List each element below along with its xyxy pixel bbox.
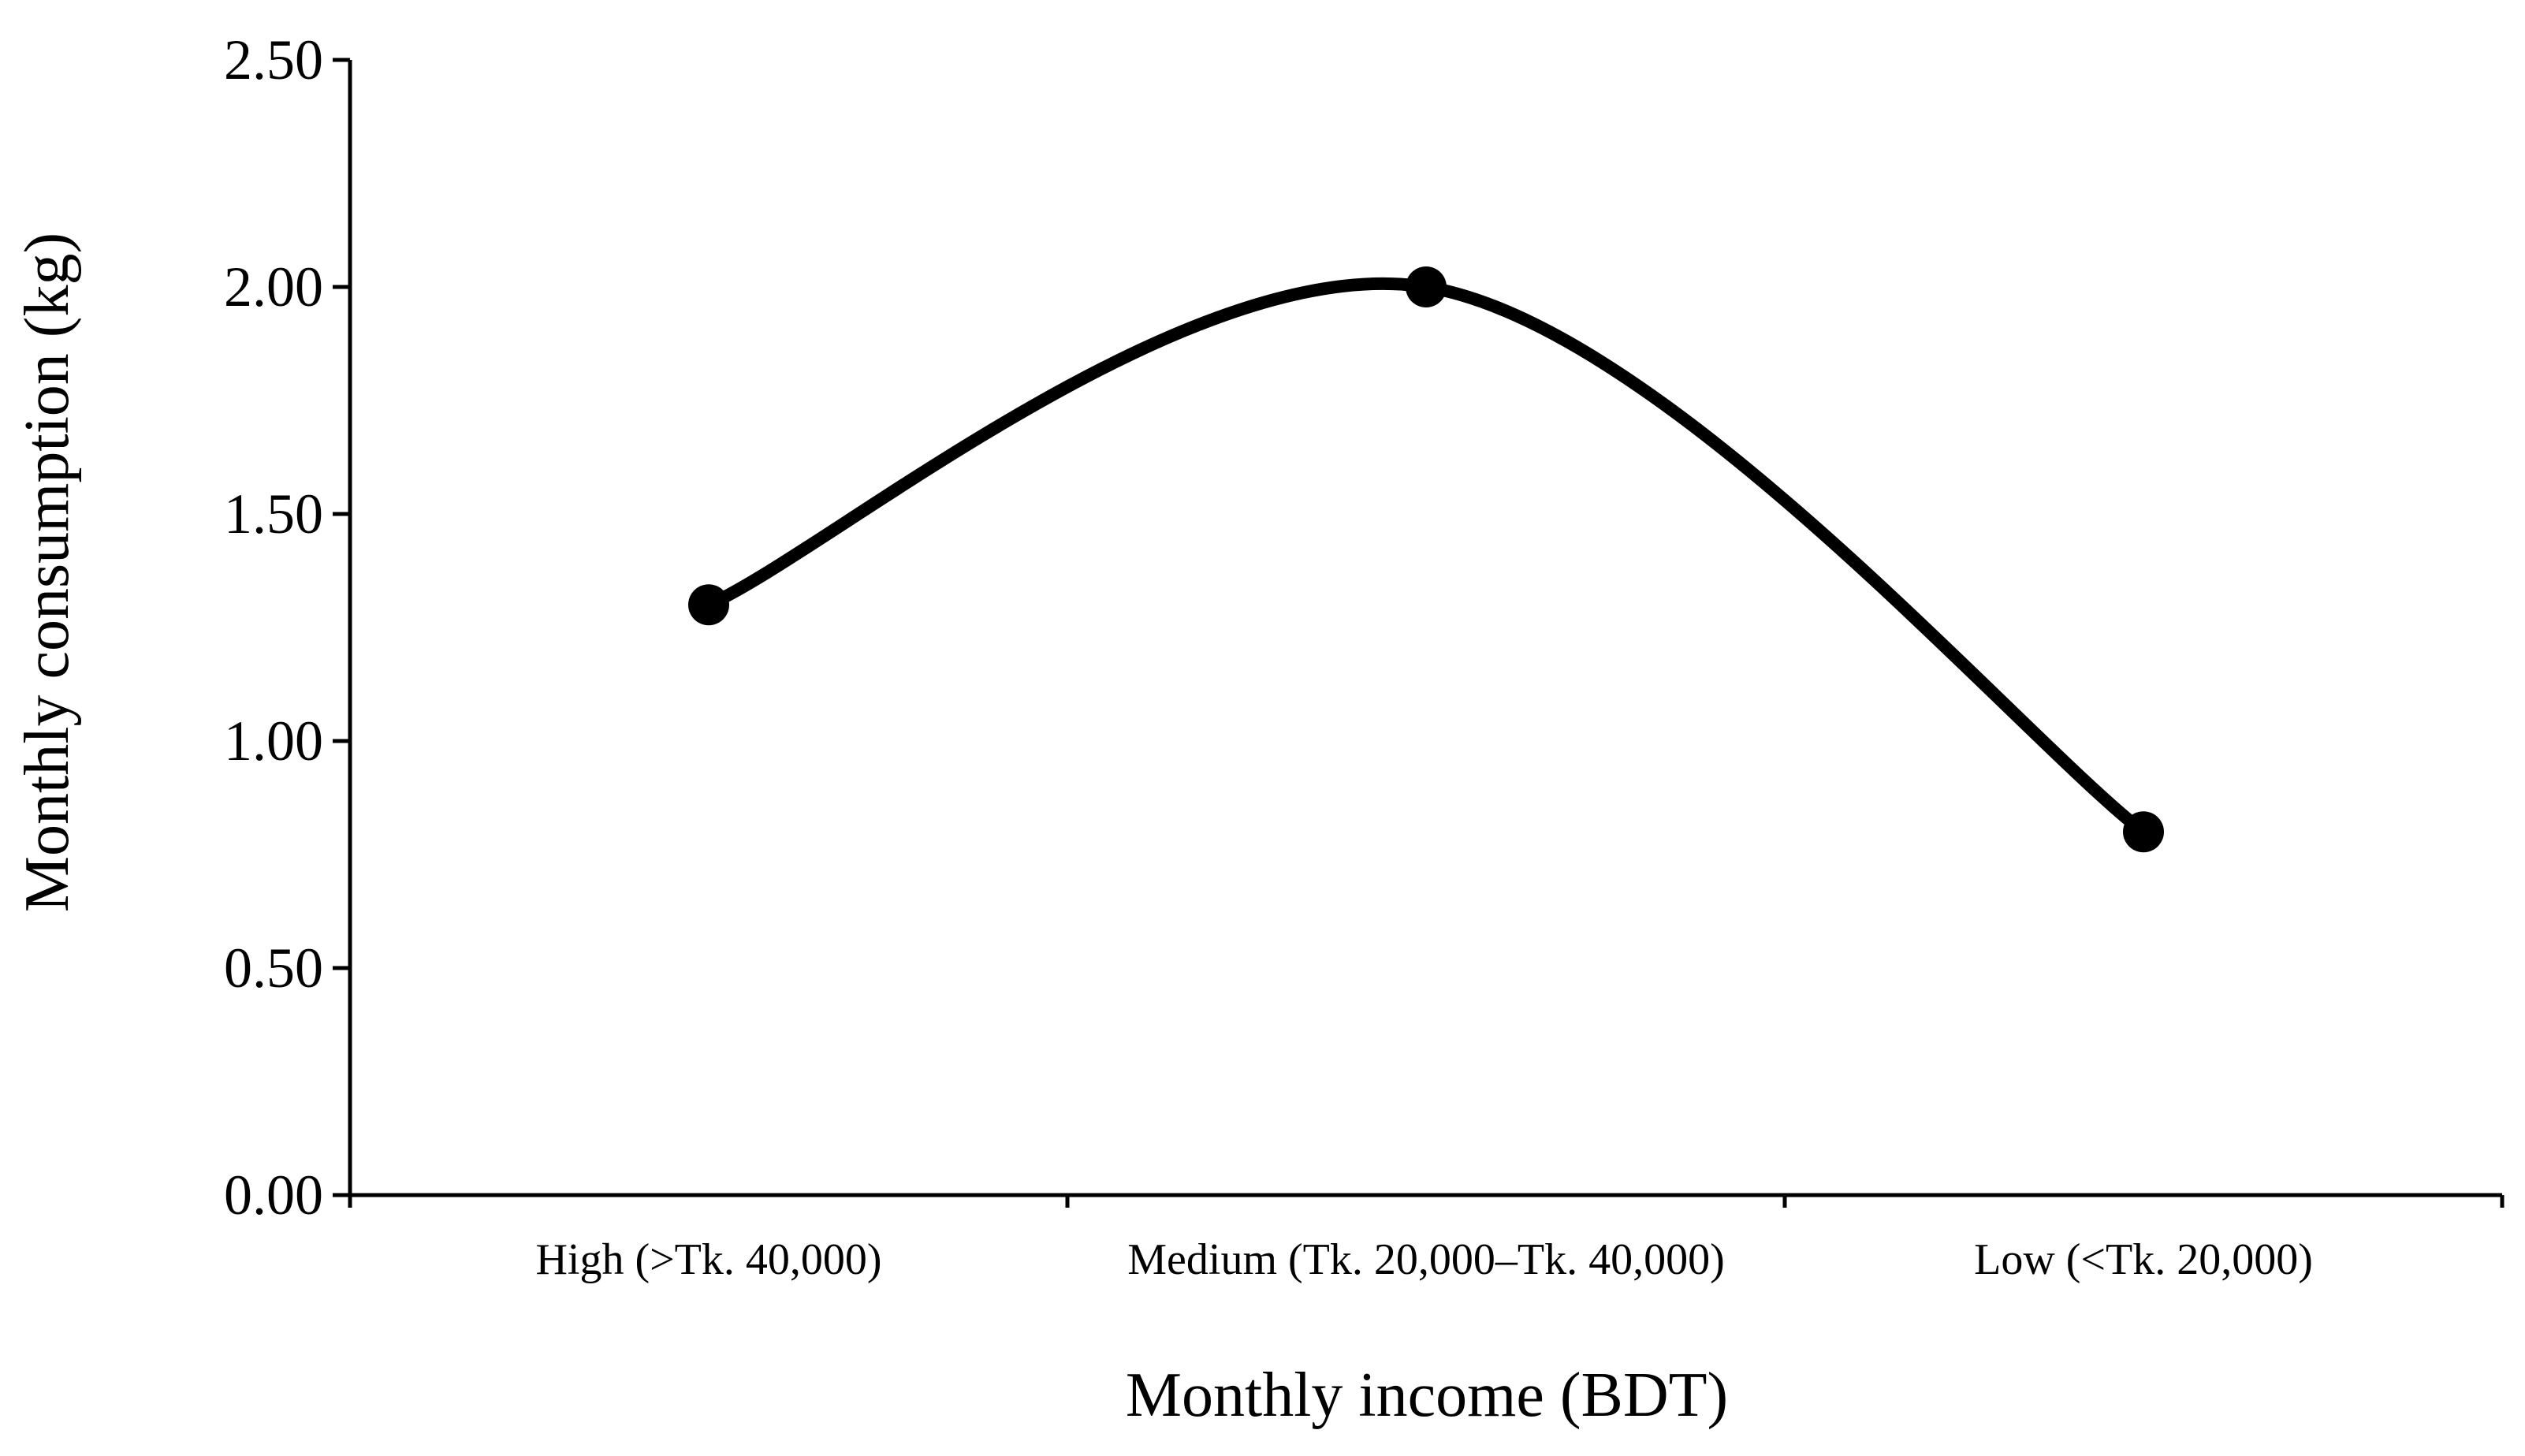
series-line — [702, 277, 2150, 839]
series-layer — [688, 266, 2164, 853]
y-tick-label: 0.00 — [224, 1164, 323, 1227]
data-point-2 — [1406, 266, 1447, 307]
x-axis-title: Monthly income (BDT) — [1126, 1361, 1728, 1430]
x-category-label: High (>Tk. 40,000) — [535, 1235, 881, 1284]
y-tick-label: 0.50 — [224, 937, 323, 1000]
y-axis-title: Monthly consumption (kg) — [13, 233, 82, 912]
chart-axes — [348, 60, 2502, 1197]
y-tick-label: 2.50 — [224, 28, 323, 91]
y-tick-label: 1.00 — [224, 709, 323, 773]
y-axis-ticks: 0.00 0.50 1.00 1.50 2.00 2.50 — [224, 28, 350, 1227]
x-axis-category-labels: High (>Tk. 40,000) Medium (Tk. 20,000–Tk.… — [535, 1235, 2312, 1284]
x-category-label: Medium (Tk. 20,000–Tk. 40,000) — [1127, 1235, 1724, 1284]
y-tick-label: 2.00 — [224, 255, 323, 318]
y-tick-label: 1.50 — [224, 482, 323, 546]
x-axis-ticks — [348, 1195, 2505, 1208]
data-point-1 — [688, 584, 729, 626]
data-point-3 — [2123, 811, 2164, 853]
x-category-label: Low (<Tk. 20,000) — [1974, 1235, 2313, 1284]
